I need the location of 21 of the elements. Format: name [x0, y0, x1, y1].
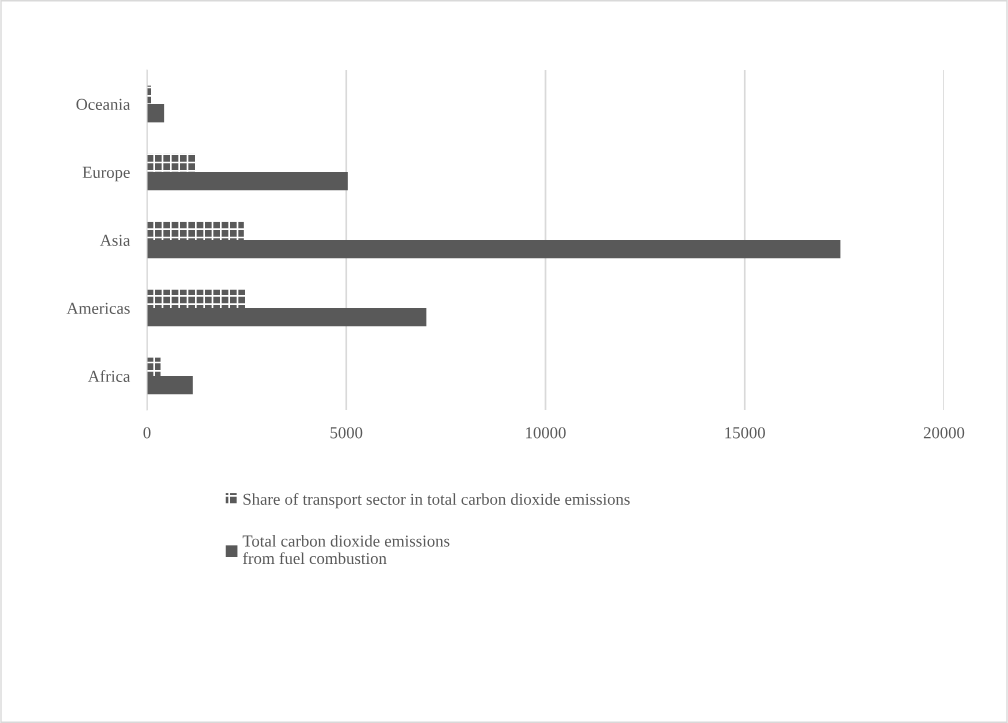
bar — [147, 240, 841, 259]
x-tick-label: 10000 — [526, 427, 566, 439]
bar — [147, 104, 165, 123]
bar — [147, 357, 161, 376]
y-tick-label: Asia — [99, 234, 131, 246]
y-tick-label: Europe — [82, 166, 130, 182]
x-tick-label: 20000 — [923, 427, 965, 439]
x-tick-label: 5000 — [330, 427, 363, 439]
legend-label: Share of transport sector in total carbon dioxide emissions — [243, 493, 630, 509]
bar — [147, 289, 246, 308]
bar — [147, 376, 193, 395]
bar — [147, 308, 427, 327]
x-tick-label: 0 — [143, 427, 151, 439]
bar — [147, 153, 196, 172]
bar — [147, 221, 244, 240]
y-tick-label: Americas — [66, 302, 130, 314]
y-tick-label: Oceania — [76, 98, 131, 110]
legend-label: Total carbon dioxide emissions from fuel combustion — [242, 534, 450, 565]
x-tick-label: 15000 — [725, 427, 765, 439]
bar — [147, 172, 348, 191]
y-tick-label: Africa — [87, 370, 131, 382]
